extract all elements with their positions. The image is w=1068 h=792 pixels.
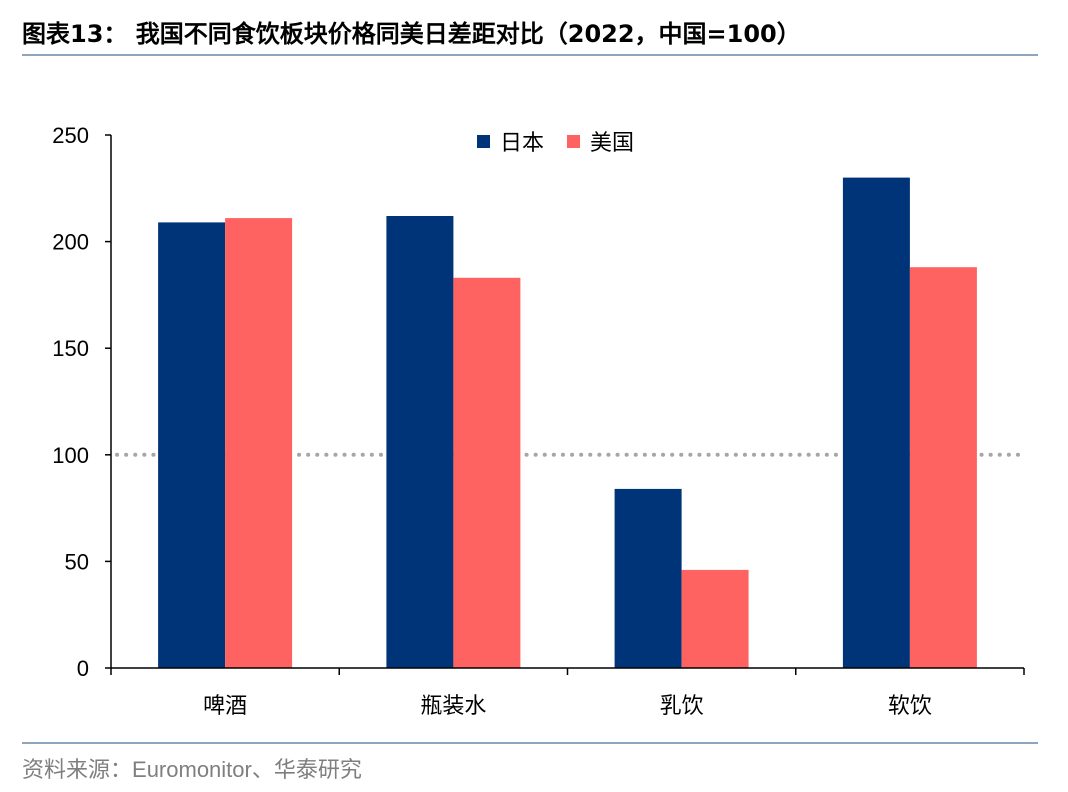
bar-usa-3 — [909, 267, 977, 668]
bar-japan-0 — [158, 222, 226, 668]
source-note: 资料来源：Euromonitor、华泰研究 — [22, 752, 362, 784]
bar-japan-3 — [842, 177, 910, 668]
source-suffix: 、华泰研究 — [251, 758, 362, 783]
bar-japan-1 — [386, 216, 454, 668]
y-tick-label: 200 — [52, 230, 89, 255]
source-name: Euromonitor — [132, 757, 252, 782]
footer-divider — [22, 742, 1038, 744]
y-tick-label: 0 — [77, 656, 89, 681]
source-label: 资料来源： — [22, 758, 133, 783]
legend-swatch-usa — [567, 135, 580, 148]
y-tick-label: 150 — [52, 336, 89, 361]
axis-layer: 0 50 100 150 200 250 啤酒 瓶装水 乳饮 软饮 — [52, 123, 1025, 719]
y-tick-label: 250 — [52, 123, 89, 148]
x-category-label: 瓶装水 — [420, 694, 486, 719]
x-category-label: 软饮 — [888, 694, 932, 719]
bar-japan-2 — [614, 488, 682, 668]
legend-swatch-japan — [477, 135, 490, 148]
bar-usa-2 — [681, 569, 749, 668]
bar-usa-1 — [453, 277, 521, 668]
title-divider — [22, 54, 1038, 56]
bars-layer — [158, 177, 977, 668]
x-category-label: 乳饮 — [660, 694, 704, 719]
chart-title: 图表13： 我国不同食饮板块价格同美日差距对比（2022，中国=100） — [22, 20, 801, 48]
legend-label-japan: 日本 — [500, 131, 544, 156]
y-tick-label: 50 — [65, 549, 89, 574]
legend-label-usa: 美国 — [590, 131, 634, 156]
y-tick-label: 100 — [52, 443, 89, 468]
bar-usa-0 — [225, 218, 293, 668]
legend: 日本 美国 — [477, 131, 634, 156]
x-category-label: 啤酒 — [203, 694, 247, 719]
